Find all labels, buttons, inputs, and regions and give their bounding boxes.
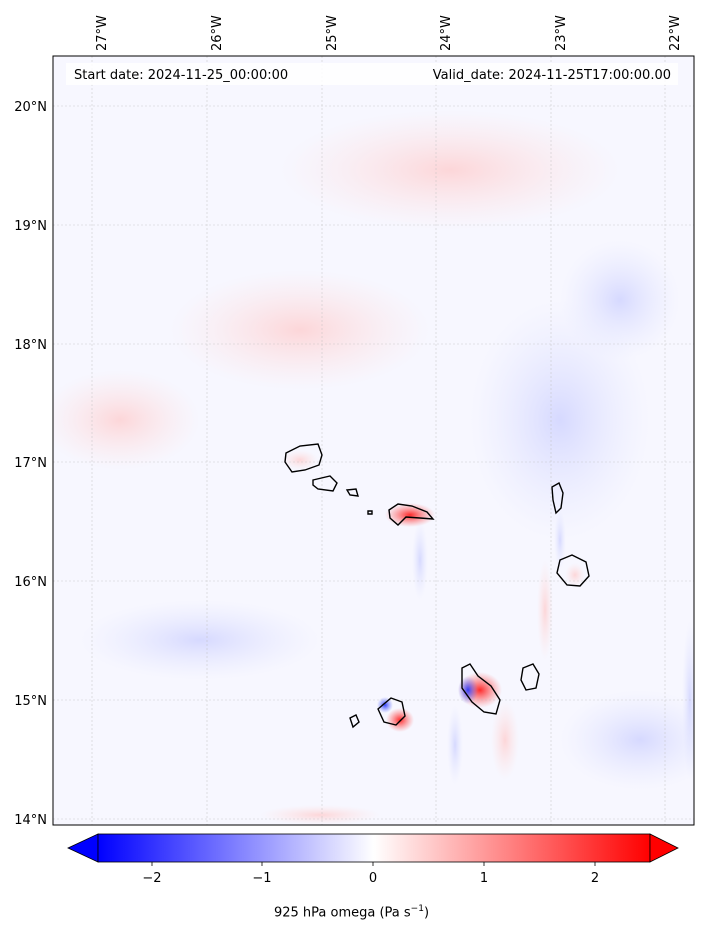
island-brava	[349, 714, 360, 729]
colorbar-extend-max	[649, 833, 679, 863]
omega-field	[53, 56, 694, 825]
lon-label: 26°W	[210, 15, 225, 51]
island-boa-vista	[556, 554, 590, 587]
start-date-label: Start date: 2024-11-25_00:00:00	[74, 68, 288, 83]
colorbar-tick-label: −2	[142, 871, 161, 886]
lon-label: 24°W	[439, 15, 454, 51]
island-maio	[520, 663, 540, 691]
colorbar-tick-label: 2	[591, 871, 599, 886]
colorbar-extend-min	[67, 833, 99, 863]
lon-label: 22°W	[668, 15, 683, 51]
lat-label: 19°N	[14, 219, 47, 234]
island-sao-nicolau	[388, 503, 435, 526]
island-santo-antao	[284, 443, 323, 473]
lat-label: 17°N	[14, 456, 47, 471]
colorbar: −2 −1 0 1 2	[67, 833, 679, 886]
island-razo	[367, 510, 373, 515]
lat-label: 18°N	[14, 338, 47, 353]
colorbar-label: 925 hPa omega (Pa s−1)	[273, 904, 430, 921]
info-box	[66, 63, 678, 85]
lon-label: 27°W	[95, 15, 110, 51]
lon-label: 25°W	[325, 15, 340, 51]
colorbar-tick-label: −1	[252, 871, 271, 886]
valid-date-label: Valid_date: 2024-11-25T17:00:00.00	[433, 68, 671, 83]
island-fogo	[377, 697, 406, 726]
colorbar-body	[97, 833, 651, 863]
island-santiago	[461, 663, 501, 715]
island-sal	[551, 481, 564, 515]
lat-label: 16°N	[14, 575, 47, 590]
colorbar-tick-label: 1	[480, 871, 488, 886]
island-sao-vicente	[312, 475, 338, 492]
map-frame	[52, 55, 695, 826]
lat-label: 14°N	[14, 813, 47, 828]
lat-label: 15°N	[14, 694, 47, 709]
island-santa-luzia	[345, 488, 359, 497]
lon-label: 23°W	[554, 15, 569, 51]
gridlines	[53, 56, 694, 825]
island-coastlines	[284, 443, 590, 729]
colorbar-tick-label: 0	[369, 871, 377, 886]
lat-label: 20°N	[14, 100, 47, 115]
